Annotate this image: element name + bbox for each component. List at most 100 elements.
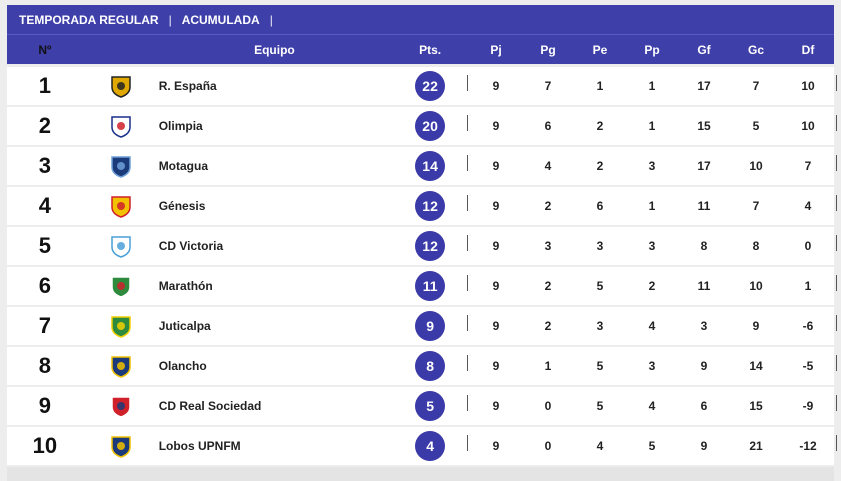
- team-name[interactable]: R. España: [158, 79, 217, 93]
- position-number: 1: [38, 73, 52, 98]
- table-row[interactable]: 8 Olancho 8 9 1 5 3 9 14 -5: [7, 347, 838, 385]
- stat-gf: 11: [697, 199, 711, 213]
- stat-gc: 7: [752, 79, 760, 93]
- stat-pj: 9: [492, 319, 500, 333]
- stat-gf: 17: [697, 159, 711, 173]
- team-crest-icon: [83, 194, 159, 218]
- tab-separator: |: [168, 12, 172, 27]
- stat-pg: 0: [544, 399, 552, 413]
- table-row[interactable]: 7 Juticalpa 9 9 2 3 4 3 9 -6: [7, 307, 838, 345]
- table-row[interactable]: 6 Marathón 11 9 2 5 2 11 10 1: [7, 267, 838, 305]
- position-number: 9: [38, 393, 52, 418]
- team-name[interactable]: Olimpia: [158, 119, 203, 133]
- stat-gf: 15: [697, 119, 711, 133]
- team-crest-icon: [83, 274, 159, 298]
- stat-pg: 2: [544, 199, 552, 213]
- team-crest-icon: [83, 154, 159, 178]
- team-crest-icon: [83, 354, 159, 378]
- stat-df: -12: [799, 439, 817, 453]
- points-badge: 22: [415, 71, 446, 101]
- stat-df: 1: [804, 279, 812, 293]
- points-badge: 12: [415, 191, 446, 221]
- stat-pj: 9: [492, 399, 500, 413]
- header-pos: Nº: [38, 42, 52, 57]
- team-crest-icon: [83, 314, 159, 338]
- position-number: 7: [38, 313, 52, 338]
- stat-pg: 4: [544, 159, 552, 173]
- points-badge: 20: [415, 111, 446, 141]
- stat-gf: 9: [700, 359, 708, 373]
- stat-gc: 10: [749, 159, 763, 173]
- position-number: 6: [38, 273, 52, 298]
- tab-bar: TEMPORADA REGULAR | ACUMULADA |: [7, 5, 834, 34]
- stat-gc: 15: [749, 399, 763, 413]
- tab-temporada-regular[interactable]: TEMPORADA REGULAR: [19, 12, 159, 27]
- team-name[interactable]: CD Real Sociedad: [158, 399, 262, 413]
- stat-pj: 9: [492, 439, 500, 453]
- stat-pp: 4: [648, 399, 656, 413]
- table-row[interactable]: 4 Génesis 12 9 2 6 1 11 7 4: [7, 187, 838, 225]
- team-name[interactable]: Olancho: [158, 359, 207, 373]
- stat-pg: 7: [544, 79, 552, 93]
- stat-df: 7: [804, 159, 812, 173]
- stat-pp: 1: [648, 119, 656, 133]
- team-name[interactable]: Motagua: [158, 159, 209, 173]
- stat-pe: 2: [596, 159, 604, 173]
- stat-pe: 2: [596, 119, 604, 133]
- header-pp: Pp: [644, 42, 660, 57]
- points-badge: 5: [415, 391, 446, 421]
- stat-pj: 9: [492, 119, 500, 133]
- position-number: 10: [32, 433, 58, 458]
- table-row[interactable]: 10 Lobos UPNFM 4 9 0 4 5 9 21 -12: [7, 427, 838, 465]
- position-number: 8: [38, 353, 52, 378]
- stat-df: 0: [804, 239, 812, 253]
- stat-df: -6: [802, 319, 814, 333]
- header-gf: Gf: [697, 42, 711, 57]
- team-crest-icon: [83, 74, 159, 98]
- table-row[interactable]: 9 CD Real Sociedad 5 9 0 5 4 6 15 -9: [7, 387, 838, 425]
- table-row[interactable]: 2 Olimpia 20 9 6 2 1 15 5 10: [7, 107, 838, 145]
- stat-pp: 2: [648, 279, 656, 293]
- stat-pj: 9: [492, 279, 500, 293]
- stat-pp: 1: [648, 79, 656, 93]
- stat-df: -5: [802, 359, 814, 373]
- team-name[interactable]: Lobos UPNFM: [158, 439, 241, 453]
- header-pe: Pe: [592, 42, 608, 57]
- stat-gf: 8: [700, 239, 708, 253]
- team-name[interactable]: Marathón: [158, 279, 213, 293]
- team-crest-icon: [83, 434, 159, 458]
- table-row[interactable]: 3 Motagua 14 9 4 2 3 17 10 7: [7, 147, 838, 185]
- table-row[interactable]: 1 R. España 22 9 7 1 1 17 7 10: [7, 67, 838, 105]
- position-number: 4: [38, 193, 52, 218]
- stat-pj: 9: [492, 159, 500, 173]
- team-crest-icon: [83, 394, 159, 418]
- stat-gf: 11: [697, 279, 711, 293]
- stat-gf: 3: [700, 319, 708, 333]
- stat-gc: 5: [752, 119, 760, 133]
- table-row[interactable]: 5 CD Victoria 12 9 3 3 3 8 8 0: [7, 227, 838, 265]
- team-name[interactable]: CD Victoria: [158, 239, 224, 253]
- stat-pe: 5: [596, 359, 604, 373]
- stat-pp: 4: [648, 319, 656, 333]
- header-df: Df: [801, 42, 815, 57]
- team-name[interactable]: Génesis: [158, 199, 206, 213]
- stat-df: 4: [804, 199, 812, 213]
- stat-gc: 10: [749, 279, 763, 293]
- table-footer: [7, 467, 834, 481]
- header-pts: Pts.: [419, 42, 442, 57]
- points-badge: 12: [415, 231, 446, 261]
- stat-gf: 9: [700, 439, 708, 453]
- team-name[interactable]: Juticalpa: [158, 319, 211, 333]
- points-badge: 14: [415, 151, 446, 181]
- position-number: 3: [38, 153, 52, 178]
- stat-gc: 14: [749, 359, 763, 373]
- stat-pe: 1: [596, 79, 604, 93]
- stat-gc: 8: [752, 239, 760, 253]
- position-number: 5: [38, 233, 52, 258]
- tab-acumulada[interactable]: ACUMULADA: [181, 12, 260, 27]
- stat-df: 10: [801, 119, 815, 133]
- stat-pe: 5: [596, 399, 604, 413]
- stat-pp: 3: [648, 359, 656, 373]
- stat-df: 10: [801, 79, 815, 93]
- stat-pg: 1: [544, 359, 552, 373]
